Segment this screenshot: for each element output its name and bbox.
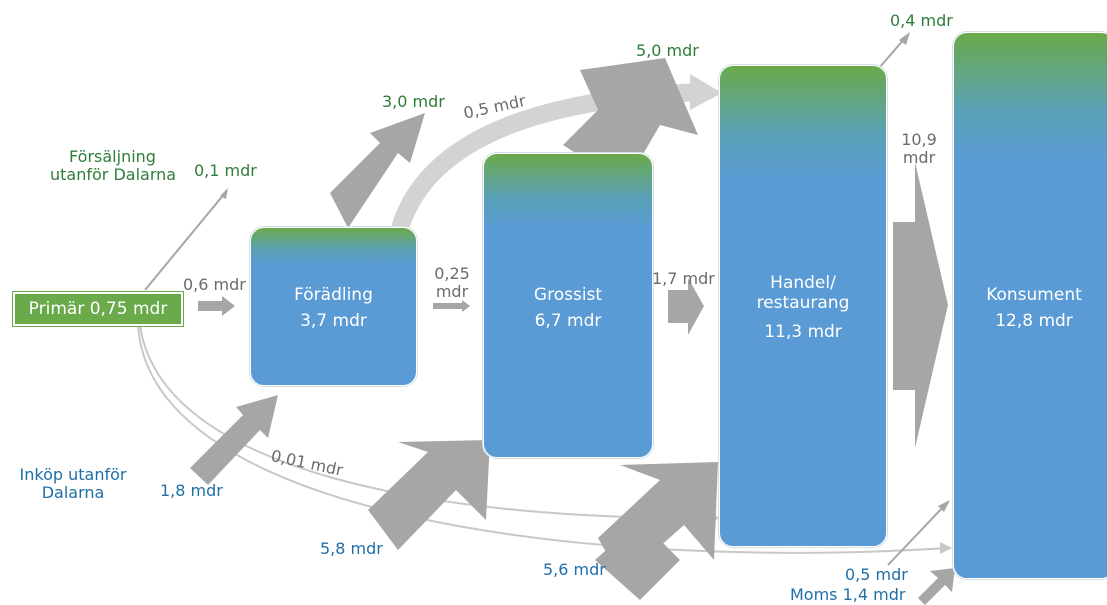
flow-label-primar-foradling: 0,6 mdr [183, 275, 246, 294]
label-forsaljning-2: utanför Dalarna [50, 165, 177, 184]
arrow-handel-export [879, 37, 906, 68]
node-foradling-value: 3,7 mdr [300, 311, 367, 331]
arrow-handel-konsument [893, 162, 948, 448]
flow-label-import-grossist: 5,8 mdr [320, 539, 383, 558]
flow-label-moms: Moms 1,4 mdr [790, 585, 906, 604]
arrow-foradling-export [330, 113, 425, 228]
label-inkop-1: Inköp utanför [19, 465, 127, 484]
node-konsument-value: 12,8 mdr [995, 311, 1073, 331]
flow-label-grossist-export: 5,0 mdr [636, 41, 699, 60]
node-handel-value: 11,3 mdr [764, 322, 842, 342]
flow-label-foradling-grossist-2: mdr [435, 282, 469, 301]
arrow-grossist-handel [668, 278, 704, 335]
arrow-primar-foradling [198, 296, 235, 316]
flow-label-foradling-export: 3,0 mdr [382, 92, 445, 111]
node-grossist: Grossist 6,7 mdr [483, 153, 653, 458]
arrow-import-handel-tail [595, 520, 680, 600]
arrow-small-konsument [887, 504, 946, 566]
label-inkop: Inköp utanför Dalarna [8, 466, 138, 502]
curve-primar-handel [139, 324, 717, 520]
arrow-primar-export-head [220, 188, 228, 199]
flow-label-primar-export: 0,1 mdr [194, 161, 257, 180]
flow-label-import-handel: 5,6 mdr [543, 560, 606, 579]
flow-label-foradling-grossist: 0,25 mdr [432, 265, 472, 301]
label-inkop-2: Dalarna [41, 483, 105, 502]
arrow-moms [918, 568, 955, 605]
label-forsaljning: Försäljning utanför Dalarna [50, 147, 177, 184]
flow-label-primar-konsument: 0,5 mdr [845, 565, 908, 584]
node-primar: Primär 0,75 mdr [13, 292, 183, 326]
node-handel: Handel/ restaurang 11,3 mdr [719, 65, 887, 547]
node-handel-name-2: restaurang [756, 293, 850, 313]
flow-label-handel-export: 0,4 mdr [890, 11, 953, 30]
label-forsaljning-1: Försäljning [69, 147, 156, 166]
flow-label-handel-konsument: 10,9 mdr [899, 131, 939, 167]
node-grossist-name: Grossist [533, 285, 603, 305]
flow-label-handel-konsument-2: mdr [902, 148, 936, 167]
node-konsument: Konsument 12,8 mdr [953, 32, 1107, 579]
curve-primar-konsument-head [940, 542, 952, 554]
flow-label-handel-konsument-1: 10,9 [901, 130, 937, 149]
flow-label-grossist-handel: 1,7 mdr [652, 269, 715, 288]
arrow-foradling-grossist [433, 300, 470, 312]
arrow-import-foradling [190, 395, 278, 485]
node-grossist-value: 6,7 mdr [534, 311, 602, 331]
arrow-handel-export-head [899, 32, 910, 45]
node-foradling: Förädling 3,7 mdr [250, 227, 417, 386]
node-handel-name-1: Handel/ [770, 273, 836, 293]
flow-label-import-foradling: 1,8 mdr [160, 481, 223, 500]
arc-foradling-handel-head [690, 74, 722, 110]
node-konsument-name: Konsument [986, 285, 1082, 305]
node-foradling-name: Förädling [294, 285, 373, 305]
arrow-import-grossist [368, 440, 490, 550]
arrow-primar-export [144, 192, 226, 291]
arrow-small-konsument-head [938, 500, 950, 512]
flow-label-foradling-grossist-1: 0,25 [434, 264, 470, 283]
